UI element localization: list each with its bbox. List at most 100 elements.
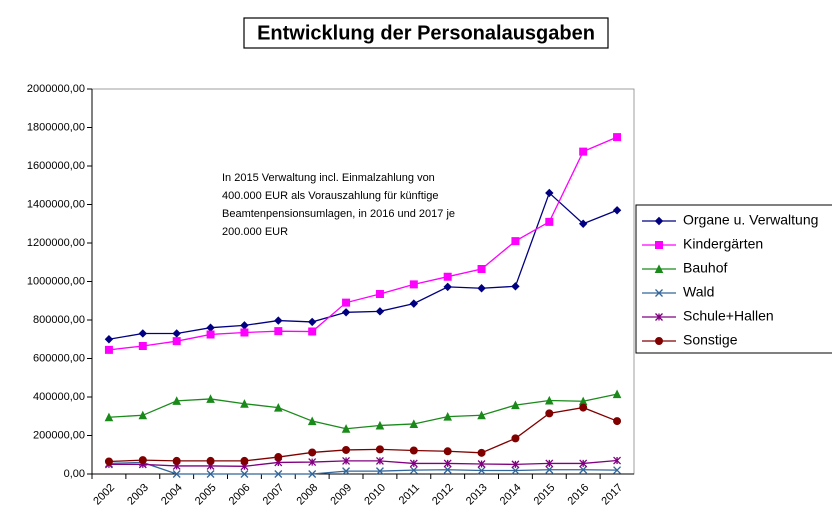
marker <box>545 465 554 474</box>
marker <box>308 470 317 478</box>
marker <box>172 337 181 346</box>
marker <box>443 272 452 281</box>
marker <box>545 409 554 418</box>
y-tick-label: 1000000,00 <box>27 275 85 287</box>
marker <box>172 329 181 338</box>
marker <box>274 470 283 478</box>
marker <box>206 330 215 339</box>
marker <box>409 299 419 308</box>
x-tick-label: 2012 <box>430 482 456 508</box>
marker <box>443 459 452 468</box>
y-tick-label: 1400000,00 <box>27 198 85 210</box>
x-tick-label: 2005 <box>193 482 219 508</box>
marker <box>443 412 452 421</box>
marker <box>104 345 113 354</box>
marker <box>138 456 147 465</box>
marker <box>274 327 283 336</box>
marker <box>274 402 283 412</box>
x-tick-label: 2016 <box>566 482 592 508</box>
marker <box>342 298 351 307</box>
marker <box>307 416 317 426</box>
marker <box>579 459 588 468</box>
marker <box>409 280 418 289</box>
legend-label: Bauhof <box>683 260 727 276</box>
x-tick-label: 2006 <box>227 482 253 508</box>
marker <box>104 457 113 466</box>
x-tick-label: 2008 <box>295 482 321 508</box>
marker <box>206 456 215 465</box>
y-tick-label: 200000,00 <box>33 429 85 441</box>
annotation: 200.000 EUR <box>222 226 288 238</box>
marker <box>578 219 588 228</box>
marker <box>375 456 384 465</box>
marker <box>545 217 554 226</box>
marker <box>308 448 317 457</box>
marker <box>341 424 351 433</box>
y-tick-label: 400000,00 <box>33 391 85 403</box>
marker <box>240 321 249 330</box>
marker <box>240 470 249 478</box>
marker <box>613 456 622 465</box>
marker <box>545 188 554 198</box>
marker <box>409 446 418 455</box>
annotation: Beamtenpensionsumlagen, in 2016 und 2017… <box>222 208 455 220</box>
series-line <box>108 406 618 463</box>
marker <box>172 470 181 478</box>
x-tick-label: 2017 <box>599 482 625 508</box>
marker <box>206 394 215 403</box>
marker <box>477 448 486 457</box>
marker <box>511 282 520 291</box>
marker <box>138 410 148 420</box>
chart-title: Entwicklung der Personalausgaben <box>257 22 595 44</box>
marker <box>613 417 622 426</box>
title-box <box>243 17 609 49</box>
marker <box>375 445 384 454</box>
marker <box>172 396 181 405</box>
marker <box>274 316 283 325</box>
marker <box>545 395 554 405</box>
marker <box>104 335 114 344</box>
marker <box>443 282 452 292</box>
x-tick-label: 2011 <box>397 482 422 507</box>
marker <box>477 460 486 468</box>
marker <box>511 434 520 443</box>
marker <box>375 420 385 430</box>
marker <box>579 403 588 412</box>
marker <box>409 466 418 475</box>
marker <box>341 308 351 317</box>
marker <box>342 467 351 476</box>
marker <box>654 216 664 226</box>
marker <box>579 465 588 474</box>
marker <box>342 456 351 465</box>
marker <box>477 410 486 420</box>
series-line <box>108 461 618 475</box>
marker <box>477 264 486 273</box>
marker <box>511 460 520 469</box>
marker <box>655 241 663 249</box>
marker <box>240 399 249 408</box>
marker <box>511 400 520 410</box>
marker <box>443 447 452 456</box>
marker <box>613 466 622 475</box>
series-line <box>108 191 618 340</box>
marker <box>104 412 114 422</box>
legend-label: Schule+Hallen <box>683 308 774 324</box>
marker <box>579 147 588 156</box>
marker <box>511 237 520 246</box>
marker <box>206 323 215 332</box>
annotation: In 2015 Verwaltung incl. Einmalzahlung v… <box>222 172 435 184</box>
y-tick-label: 600000,00 <box>33 352 85 364</box>
marker <box>240 456 249 465</box>
legend-label: Sonstige <box>683 332 738 348</box>
marker <box>342 445 351 454</box>
marker <box>477 284 486 293</box>
y-tick-label: 1200000,00 <box>27 237 85 249</box>
marker <box>308 327 317 336</box>
marker <box>477 466 486 475</box>
marker <box>612 206 622 215</box>
series-line <box>108 459 618 467</box>
series-line <box>108 136 618 351</box>
x-tick-label: 2002 <box>91 482 117 508</box>
marker <box>655 313 663 321</box>
